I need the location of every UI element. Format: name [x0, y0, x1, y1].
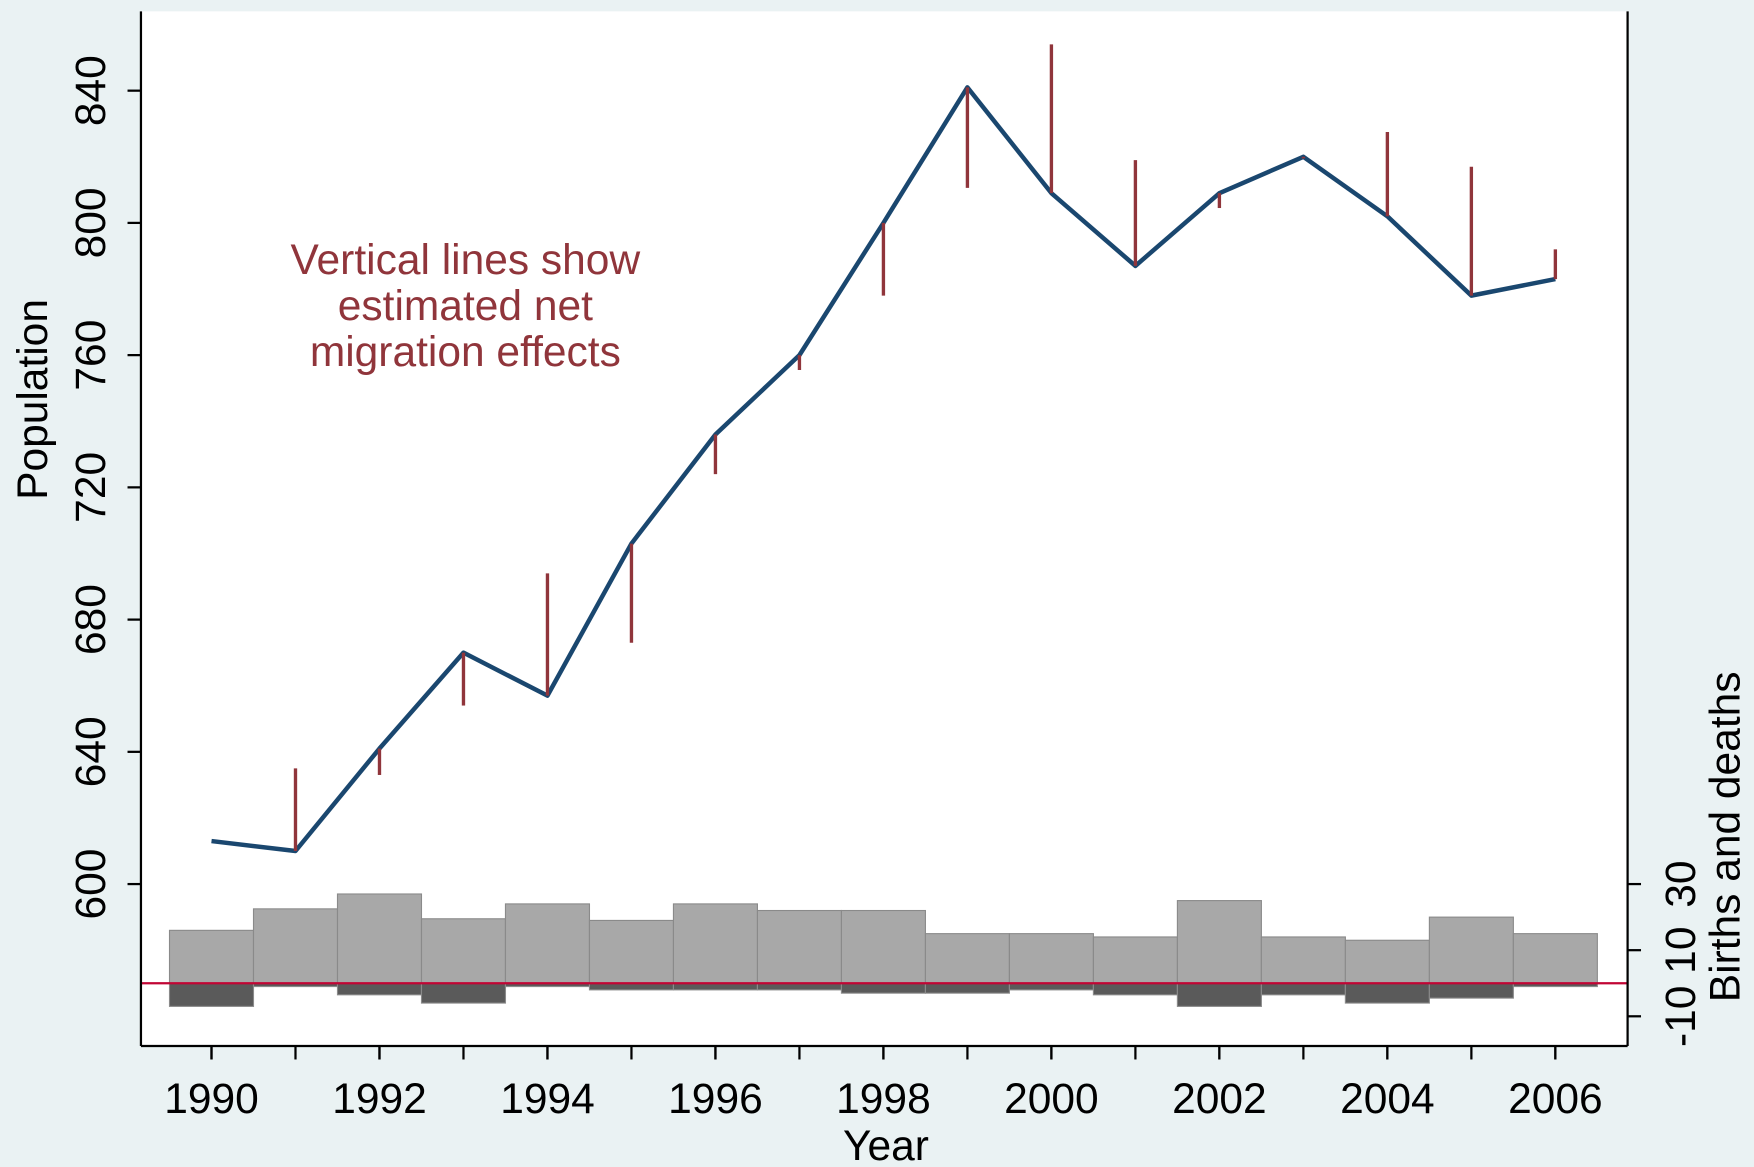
bar — [588, 919, 675, 984]
bar — [336, 982, 423, 996]
bar — [504, 903, 591, 984]
bar — [1260, 936, 1346, 984]
bar — [420, 982, 507, 1004]
y2-tick-label: 30 — [1658, 860, 1705, 907]
bar — [756, 909, 842, 984]
bar — [924, 933, 1010, 984]
x-tick-label: 1990 — [164, 1076, 259, 1123]
x-tick-label: 1992 — [332, 1076, 427, 1123]
bar — [420, 918, 507, 984]
bar — [168, 982, 255, 1007]
x-tick-label: 1998 — [836, 1076, 931, 1123]
bar — [840, 982, 926, 994]
bar — [1176, 982, 1262, 1007]
y-tick-label: 640 — [68, 716, 115, 787]
plot-area — [140, 11, 1628, 1047]
x-tick-label: 1996 — [668, 1076, 763, 1123]
bar — [840, 909, 926, 984]
bar — [1344, 939, 1430, 984]
y-tick-label: 680 — [68, 584, 115, 655]
y-tick-label: 600 — [68, 849, 115, 920]
bar — [252, 908, 339, 984]
y2-axis-title: Births and deaths — [1703, 671, 1750, 1002]
bar — [1260, 982, 1346, 996]
x-axis-title: Year — [843, 1123, 929, 1167]
bar — [1092, 982, 1178, 996]
bar — [1512, 933, 1598, 984]
y-tick-label: 840 — [68, 55, 115, 126]
bar — [1008, 933, 1094, 984]
annotation: estimated net — [338, 283, 593, 330]
bar — [672, 903, 759, 984]
bar — [1092, 936, 1178, 984]
bar — [1428, 982, 1514, 999]
axes: 600 640 680 720 760 800 840 -10 10 30 1990 1992 1994… — [68, 11, 1705, 1123]
x-tick-label: 1994 — [500, 1076, 595, 1123]
x-tick-label: 2002 — [1172, 1076, 1267, 1123]
bar — [1344, 982, 1430, 1004]
y-tick-label: 800 — [68, 187, 115, 258]
bar — [336, 893, 423, 984]
population-line — [211, 85, 1556, 854]
x-tick-label: 2004 — [1340, 1076, 1435, 1123]
y2-tick-label: 10 — [1658, 927, 1705, 974]
bar — [1428, 916, 1514, 984]
bar — [168, 929, 255, 984]
bar — [924, 982, 1010, 994]
y-tick-label: 720 — [68, 452, 115, 523]
y-axis-title: Population — [10, 299, 57, 500]
y2-tick-label: -10 — [1658, 986, 1705, 1047]
y-tick-label: 760 — [68, 320, 115, 391]
annotation: migration effects — [310, 329, 621, 376]
annotation: Vertical lines show — [291, 237, 641, 284]
x-tick-label: 2000 — [1004, 1076, 1099, 1123]
bar — [1176, 900, 1262, 984]
x-tick-label: 2006 — [1508, 1076, 1603, 1123]
